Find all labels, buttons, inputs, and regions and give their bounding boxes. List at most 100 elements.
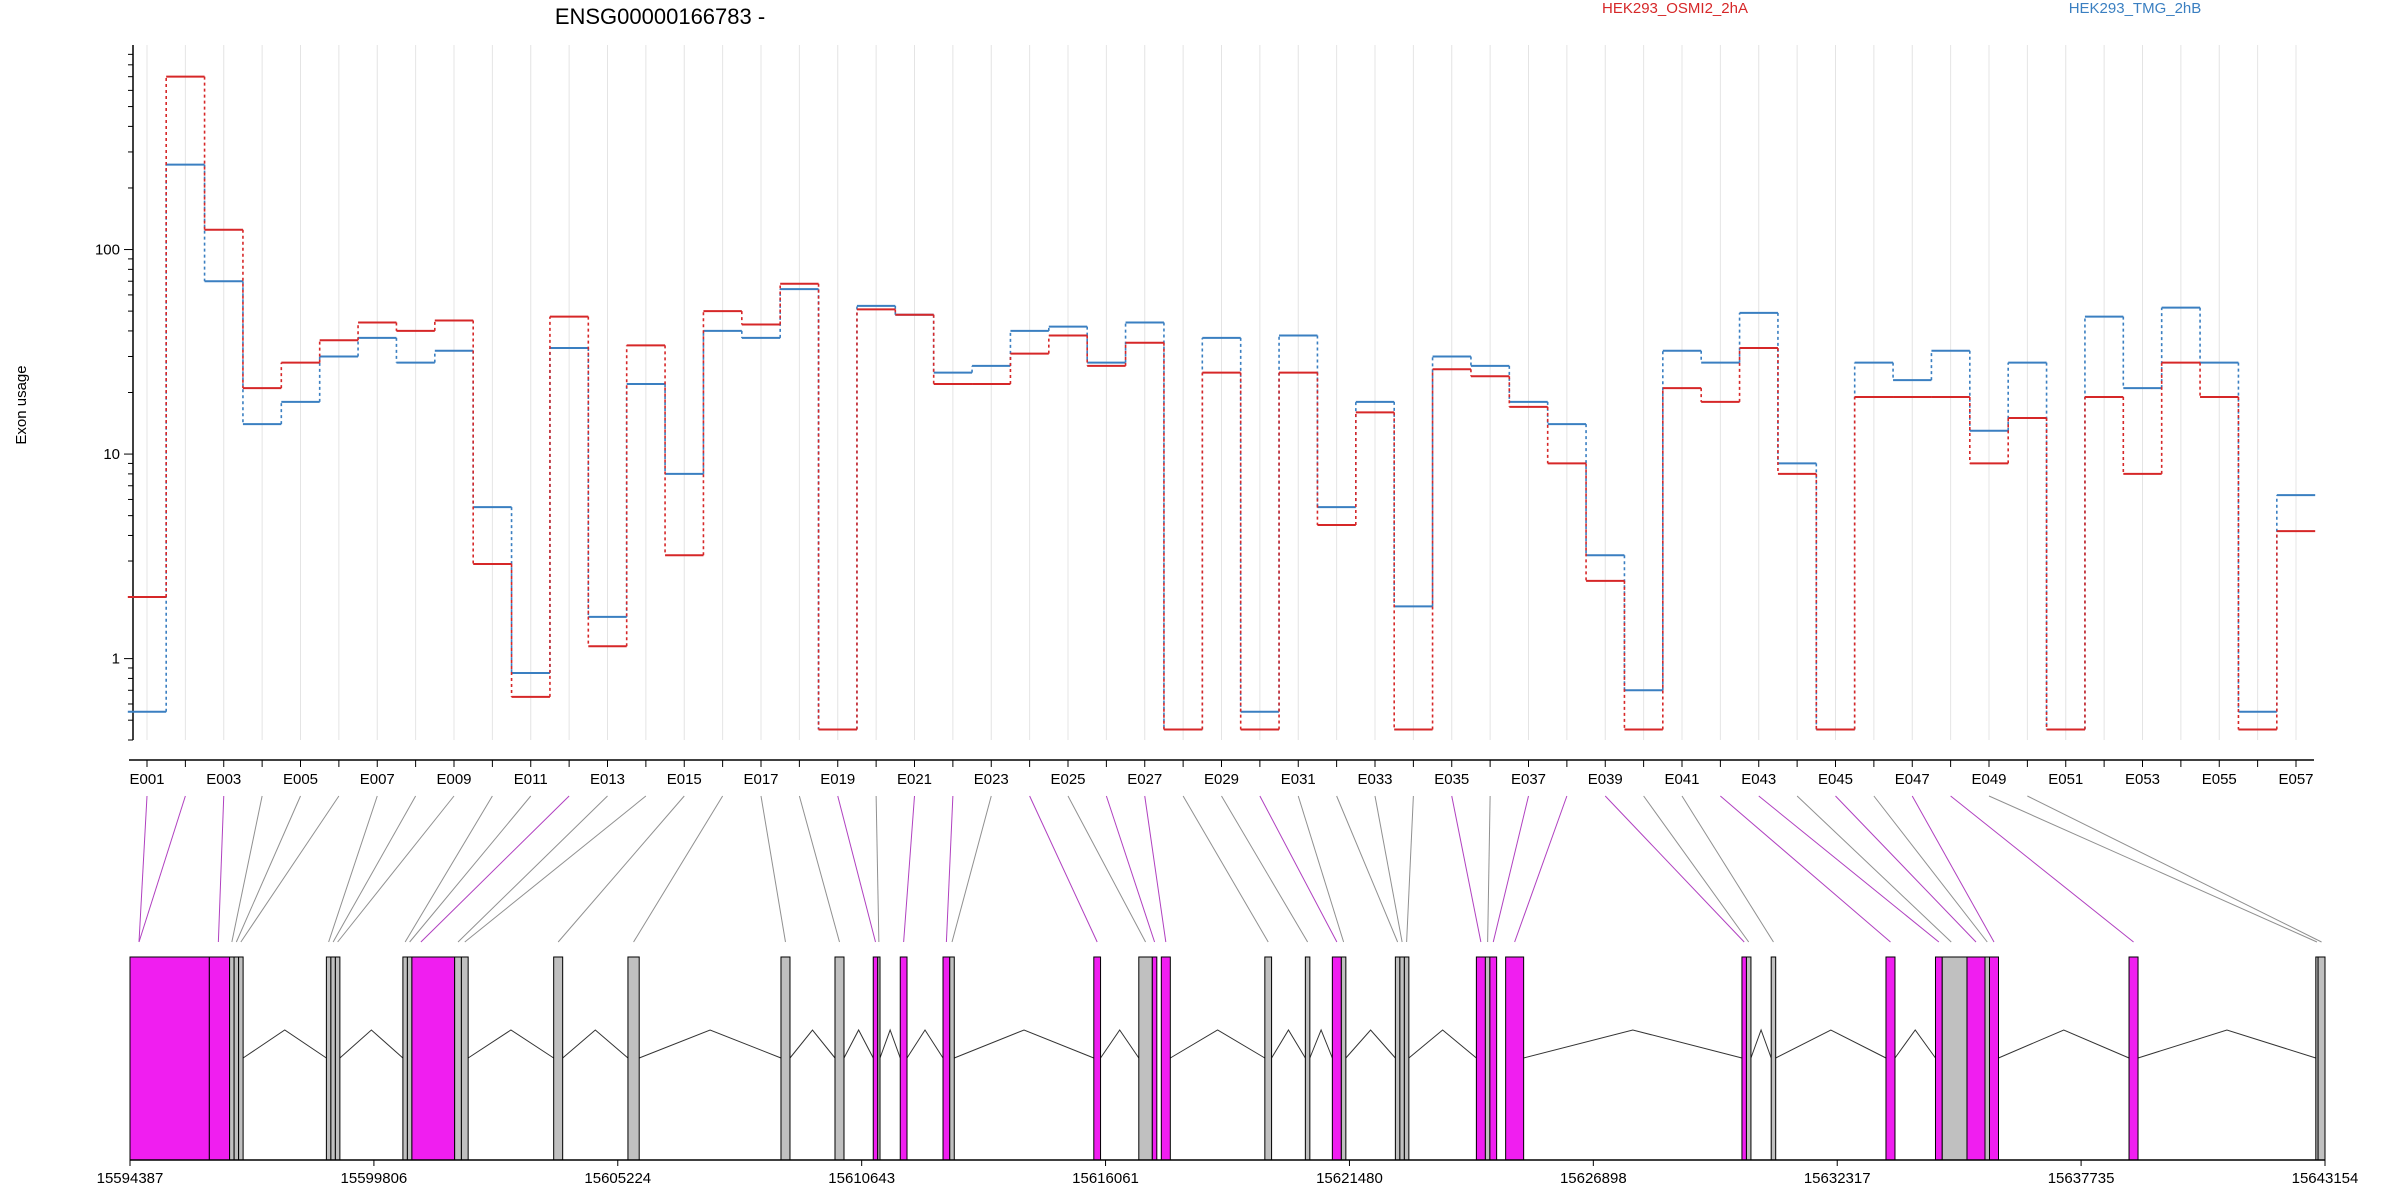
connector-e010: [404, 795, 493, 943]
exon-box-e039: [1741, 956, 1747, 1161]
x-tick-label: E001: [129, 771, 164, 788]
intron-arc: [1408, 1029, 1477, 1059]
connector-e015: [557, 795, 685, 943]
legend-label-b: HEK293_TMG_2hB: [2069, 0, 2202, 17]
connector-e023: [951, 795, 992, 943]
exon-box-e024: [1093, 956, 1102, 1161]
connector-e006: [240, 795, 340, 943]
series-hek293-osmi2-2ha: [127, 75, 2316, 731]
genome-tick-label: 15610643: [828, 1170, 895, 1187]
exon-box-e017: [780, 956, 791, 1161]
connector-e012: [420, 795, 570, 943]
exon-box-e031: [1340, 956, 1347, 1161]
x-tick-label: E039: [1588, 771, 1623, 788]
intron-arc: [562, 1029, 629, 1059]
connector-e031: [1297, 795, 1345, 943]
exon-box-e010: [402, 956, 408, 1161]
connector-e013: [457, 795, 608, 943]
exon-box-e040: [1745, 956, 1752, 1161]
intron-arc: [1345, 1029, 1396, 1059]
connector-e026: [1105, 795, 1156, 943]
exon-box-e050: [2317, 956, 2326, 1161]
genome-tick-label: 15594387: [97, 1170, 164, 1187]
exon-box-e011: [406, 956, 413, 1161]
x-tick-label: E041: [1664, 771, 1699, 788]
exon-box-e018: [834, 956, 845, 1161]
genome-coordinate-axis: 15594387 15599806 15605224 15610643 15616061…: [97, 1159, 2359, 1187]
exon-box-e029: [1304, 956, 1311, 1161]
x-tick-label: E033: [1357, 771, 1392, 788]
x-tick-label: E013: [590, 771, 625, 788]
intron-arc: [1170, 1029, 1266, 1059]
legend-label-a: HEK293_OSMI2_2hA: [1602, 0, 1748, 17]
exon-box-e027: [1160, 956, 1171, 1161]
x-tick-label: E029: [1204, 771, 1239, 788]
x-tick-label: E037: [1511, 771, 1546, 788]
connector-e001: [138, 795, 148, 943]
connector-e035: [1451, 795, 1482, 943]
exon-box-e035: [1475, 956, 1486, 1161]
genome-tick-label: 15643154: [2292, 1170, 2359, 1187]
x-tick-label: E011: [514, 771, 548, 788]
connector-e011: [409, 795, 532, 943]
connector-e038: [1514, 795, 1568, 943]
x-tick-label: E019: [820, 771, 855, 788]
genome-tick-label: 15605224: [584, 1170, 651, 1187]
connector-e021: [903, 795, 915, 943]
connector-e018: [798, 795, 840, 943]
intron-arc: [1775, 1029, 1887, 1059]
connector-e034: [1406, 795, 1414, 943]
intron-arc: [789, 1029, 836, 1059]
x-tick-label: E055: [2202, 771, 2237, 788]
genome-tick-label: 15616061: [1072, 1170, 1139, 1187]
exon-box-e033: [1399, 956, 1405, 1161]
connector-e024: [1029, 795, 1098, 943]
exon-box-e009: [334, 956, 341, 1161]
y-tick-label: 10: [103, 446, 120, 463]
intron-arc: [843, 1028, 874, 1059]
intron-arc: [1271, 1029, 1306, 1059]
connector-e030: [1259, 795, 1338, 943]
x-tick-label: E035: [1434, 771, 1469, 788]
genome-tick-label: 15599806: [341, 1170, 408, 1187]
connector-e008: [332, 795, 417, 943]
connector-e044: [1796, 795, 1952, 943]
exon-box-e036: [1484, 956, 1491, 1161]
connector-e027: [1144, 795, 1167, 943]
intron-arc: [1309, 1028, 1333, 1059]
intron-arc: [1100, 1029, 1140, 1059]
y-axis-label: Exon usage: [13, 365, 30, 444]
exon-box-e025: [1138, 956, 1153, 1161]
x-tick-label: E007: [360, 771, 395, 788]
x-tick-label: E027: [1127, 771, 1162, 788]
exon-box-e002: [129, 956, 210, 1161]
exon-connector-lines: [138, 795, 2322, 943]
connector-e014: [464, 795, 647, 943]
intron-arc: [2137, 1029, 2316, 1059]
exon-box-e008: [330, 956, 336, 1161]
intron-arc: [639, 1029, 782, 1059]
intron-arc: [906, 1029, 944, 1059]
exon-box-e043: [1934, 956, 1943, 1161]
intron-arc: [339, 1029, 404, 1059]
x-tick-label: E049: [1971, 771, 2006, 788]
gene-model-track: [129, 956, 2326, 1161]
exon-box-e016: [627, 956, 640, 1161]
connector-e003: [217, 795, 225, 943]
x-tick-label: E051: [2048, 771, 2083, 788]
exon-box-e013: [454, 956, 462, 1161]
x-tick-label: E025: [1050, 771, 1085, 788]
genome-tick-label: 15626898: [1560, 1170, 1627, 1187]
connector-e019: [837, 795, 876, 943]
connector-e017: [760, 795, 786, 943]
genome-tick-label: 15637735: [2048, 1170, 2115, 1187]
axes: 1 10 100 E001 E003 E005 E007 E009 E011 E013 E015 E0…: [95, 45, 2314, 788]
y-tick-label: 1: [112, 651, 120, 668]
genome-tick-label: 15632317: [1804, 1170, 1871, 1187]
connector-e039: [1604, 795, 1745, 943]
exon-box-e038: [1505, 956, 1525, 1161]
connector-e037: [1492, 795, 1529, 943]
exon-box-e015: [553, 956, 564, 1161]
exon-box-e042: [1885, 956, 1896, 1161]
intron-arc: [1523, 1029, 1743, 1059]
